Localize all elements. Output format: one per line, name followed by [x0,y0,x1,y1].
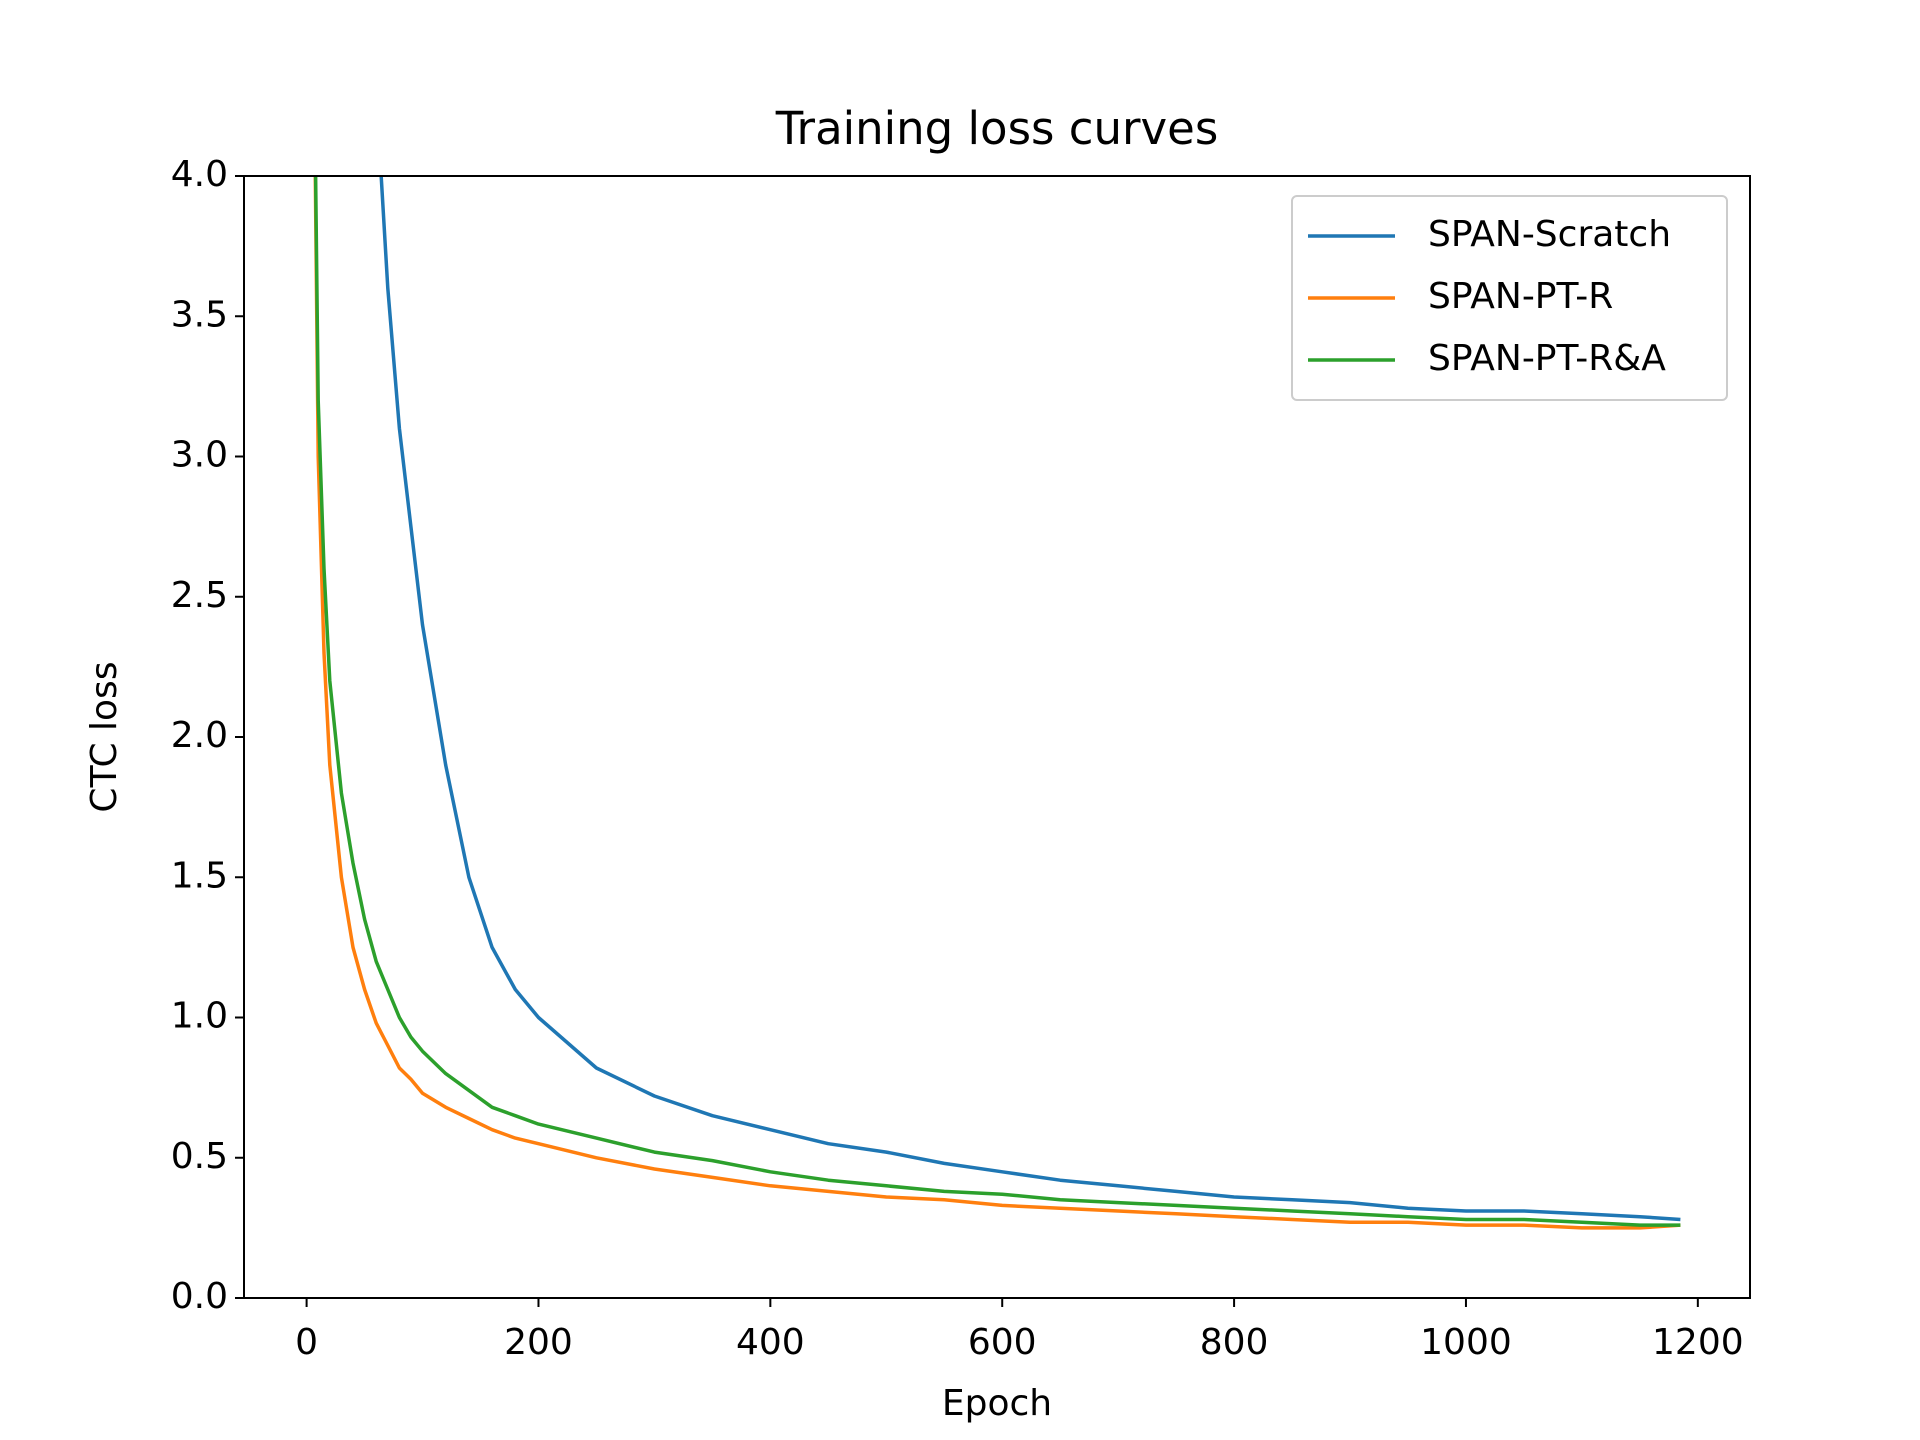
y-tick-label: 2.0 [171,715,228,756]
y-tick-label: 1.0 [171,996,228,1037]
y-tick-label: 4.0 [171,154,228,195]
x-tick-label: 1200 [1652,1322,1744,1363]
y-tick-label: 1.5 [171,855,228,896]
line-series [313,176,1681,1227]
chart-title: Training loss curves [775,102,1219,155]
line-series [313,176,1681,1230]
y-axis-label: CTC loss [84,661,125,812]
x-tick-label: 600 [968,1322,1037,1363]
line-series [379,176,1681,1222]
x-tick-label: 800 [1200,1322,1269,1363]
y-tick-label: 3.0 [171,435,228,476]
x-tick-label: 400 [736,1322,805,1363]
plot-area [313,176,1681,1230]
x-axis-label: Epoch [942,1383,1052,1424]
y-tick-label: 3.5 [171,294,228,335]
legend-label: SPAN-PT-R&A [1428,338,1666,379]
x-tick-label: 0 [295,1322,318,1363]
y-tick-label: 2.5 [171,575,228,616]
legend-box [1291,195,1728,401]
y-tick-label: 0.5 [171,1136,228,1177]
legend-label: SPAN-PT-R [1428,276,1613,317]
x-tick-label: 200 [504,1322,573,1363]
y-tick-label: 0.0 [171,1276,228,1317]
x-tick-label: 1000 [1420,1322,1512,1363]
legend-label: SPAN-Scratch [1428,214,1671,255]
